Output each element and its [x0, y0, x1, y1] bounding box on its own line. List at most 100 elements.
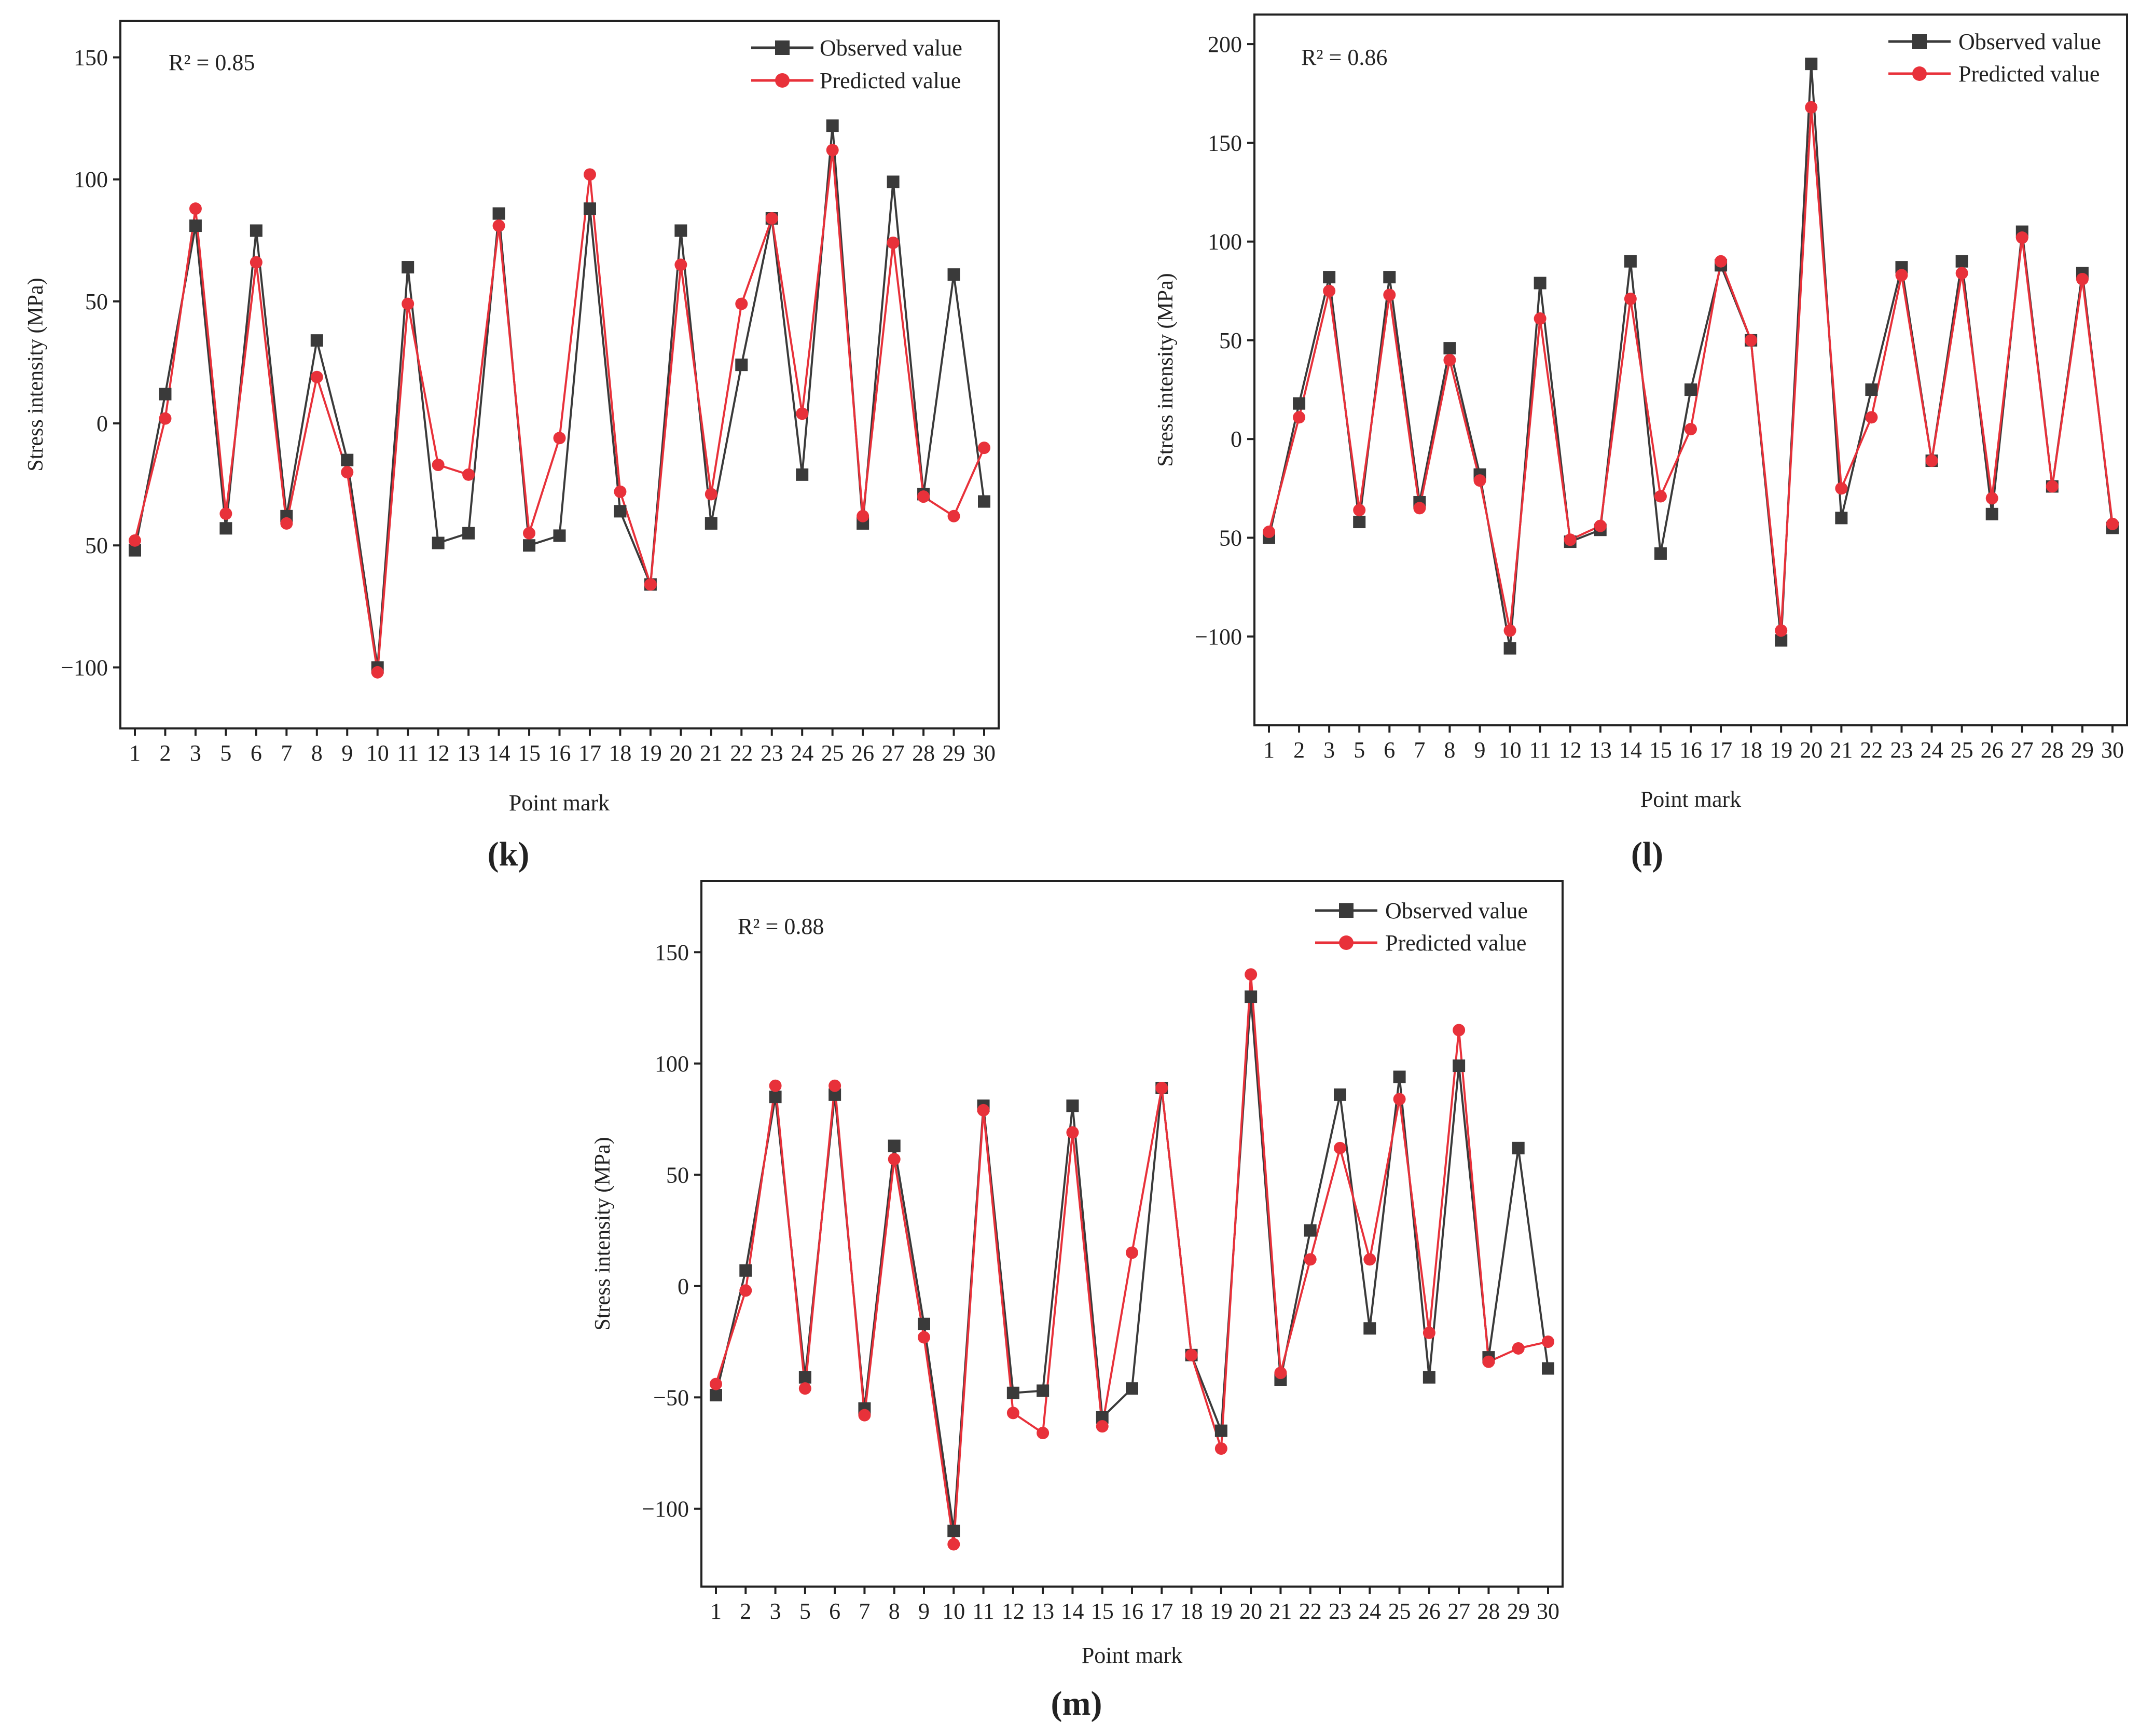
legend: Observed value Predicted value — [1888, 29, 2101, 87]
predicted-value-point — [1564, 533, 1577, 546]
observed-value-point — [219, 522, 232, 535]
predicted-value-point — [1323, 284, 1336, 297]
observed-value-point — [1985, 507, 1998, 520]
x-tick-label: 27 — [882, 740, 905, 766]
predicted-value-point — [705, 488, 717, 501]
y-tick-label: 100 — [655, 1051, 689, 1077]
predicted-value-point — [1512, 1342, 1525, 1355]
observed-value-point — [1805, 58, 1818, 71]
x-tick-label: 18 — [1180, 1599, 1203, 1624]
x-tick-label: 20 — [1800, 737, 1822, 763]
predicted-value-point — [1534, 312, 1547, 325]
observed-value-point — [1503, 642, 1516, 655]
predicted-value-point — [1155, 1081, 1168, 1094]
x-tick-label: 12 — [1002, 1599, 1025, 1624]
observed-value-point — [1293, 397, 1306, 410]
legend-observed-marker — [775, 40, 790, 55]
predicted-value-point — [1363, 1253, 1376, 1266]
x-tick-label: 23 — [1329, 1599, 1351, 1624]
predicted-value-point — [1805, 101, 1818, 114]
x-tick-label: 15 — [1649, 737, 1672, 763]
observed-value-point — [947, 268, 960, 281]
x-tick-label: 10 — [1499, 737, 1522, 763]
observed-value-point — [1393, 1070, 1406, 1083]
x-tick-label: 13 — [1589, 737, 1612, 763]
predicted-value-point — [280, 517, 293, 530]
observed-value-point — [826, 119, 839, 132]
x-tick-label: 13 — [1031, 1599, 1054, 1624]
observed-value-point — [523, 539, 536, 552]
predicted-value-point — [798, 1382, 811, 1395]
observed-value-point — [710, 1389, 722, 1402]
observed-value-point — [1865, 383, 1878, 396]
x-tick-label: 22 — [1299, 1599, 1322, 1624]
x-axis-label: Point mark — [1640, 787, 1741, 812]
predicted-value-point — [947, 509, 960, 522]
predicted-value-point — [583, 168, 596, 181]
observed-value-point — [1006, 1386, 1019, 1399]
predicted-value-point — [858, 1409, 871, 1422]
x-tick-label: 20 — [669, 740, 692, 766]
x-tick-label: 12 — [1559, 737, 1582, 763]
predicted-value-point — [159, 412, 172, 425]
predicted-value-point — [1214, 1442, 1227, 1455]
predicted-value-point — [1006, 1407, 1019, 1420]
observed-value-point — [583, 202, 596, 215]
y-tick-label: 50 — [1219, 328, 1242, 353]
x-tick-label: 16 — [548, 740, 571, 766]
observed-value-point — [1066, 1099, 1079, 1112]
predicted-value-point — [857, 509, 869, 522]
observed-value-point — [1542, 1362, 1554, 1375]
y-tick-label: 0 — [1231, 426, 1242, 452]
x-tick-label: 18 — [609, 740, 631, 766]
legend-predicted-marker — [1339, 935, 1354, 950]
observed-value-point — [888, 1139, 901, 1152]
observed-value-point — [553, 529, 566, 542]
panel-label: (l) — [1631, 835, 1663, 873]
observed-value-point — [1453, 1059, 1466, 1072]
x-tick-label: 12 — [427, 740, 450, 766]
y-tick-label: 50 — [85, 289, 108, 314]
predicted-value-point — [1185, 1348, 1198, 1361]
y-tick-label: 100 — [74, 167, 108, 192]
predicted-value-point — [1423, 1326, 1435, 1339]
y-tick-label: 200 — [1208, 32, 1242, 57]
y-axis-label: Stress intensity (MPa) — [24, 278, 48, 471]
legend-predicted-label: Predicted value — [1385, 930, 1526, 956]
predicted-value-point — [977, 1104, 990, 1117]
x-tick-label: 21 — [1269, 1599, 1292, 1624]
predicted-value-point — [1985, 492, 1998, 505]
observed-value-point — [341, 453, 354, 466]
x-tick-label: 3 — [770, 1599, 781, 1624]
predicted-value-point — [1925, 454, 1938, 467]
observed-value-point — [1423, 1371, 1435, 1384]
axis-ticks — [113, 56, 985, 736]
x-tick-label: 25 — [1951, 737, 1973, 763]
predicted-value-point — [644, 578, 657, 591]
observed-value-point — [1363, 1322, 1376, 1335]
y-tick-label: 50 — [85, 533, 108, 558]
x-tick-label: 9 — [918, 1599, 930, 1624]
x-tick-label: 11 — [1529, 737, 1551, 763]
x-tick-label: 10 — [366, 740, 389, 766]
x-tick-label: 3 — [190, 740, 201, 766]
x-tick-label: 28 — [2041, 737, 2064, 763]
predicted-value-point — [341, 466, 354, 479]
x-tick-label: 22 — [730, 740, 753, 766]
legend: Observed value Predicted value — [1315, 898, 1528, 956]
observed-value-point — [462, 527, 475, 540]
observed-value-point — [1654, 547, 1667, 560]
predicted-value-point — [1482, 1355, 1495, 1368]
predicted-value-point — [1393, 1093, 1406, 1106]
x-tick-label: 14 — [488, 740, 510, 766]
predicted-value-point — [1865, 411, 1878, 424]
y-tick-label: 50 — [1219, 525, 1242, 550]
x-tick-label: 21 — [700, 740, 723, 766]
x-tick-label: 7 — [281, 740, 292, 766]
predicted-value-point — [1413, 502, 1426, 515]
x-tick-label: 30 — [1537, 1599, 1559, 1624]
predicted-value-point — [735, 297, 748, 310]
x-tick-label: 19 — [1770, 737, 1792, 763]
